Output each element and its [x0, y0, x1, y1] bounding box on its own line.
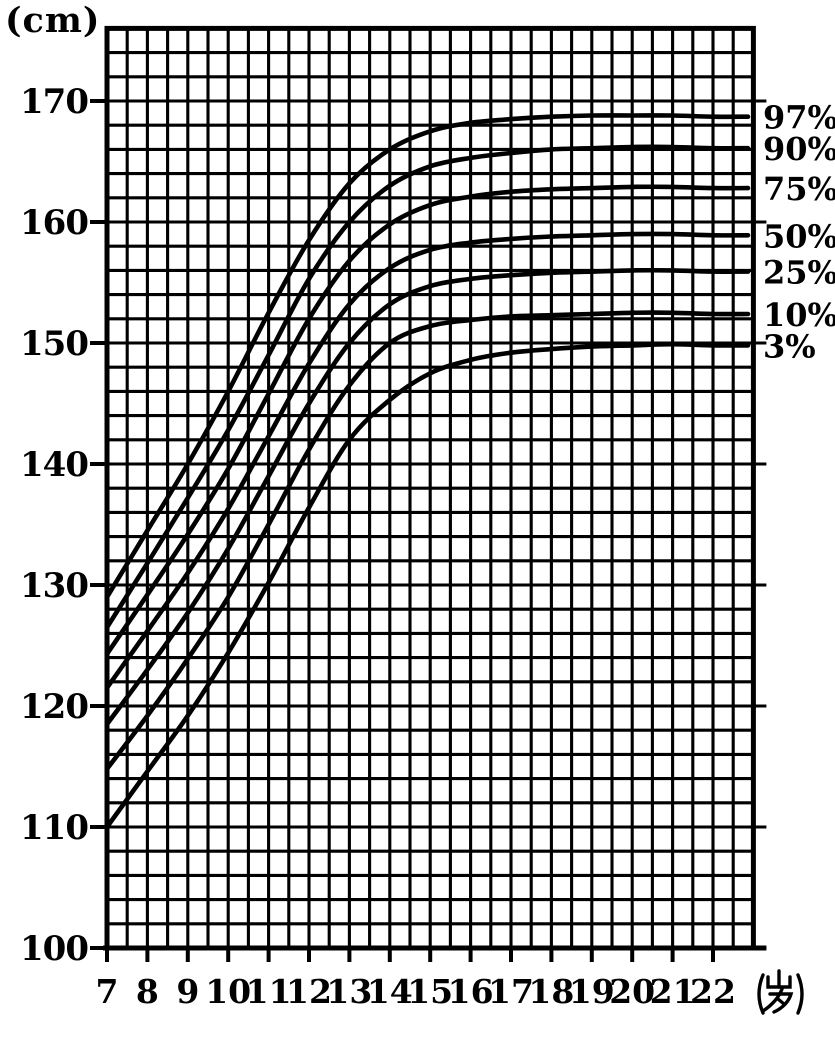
curve-25pct	[104, 267, 751, 727]
axis-ticks	[90, 99, 715, 962]
grid	[90, 26, 767, 950]
curve-label-97pct: 97%	[763, 99, 835, 137]
sui-glyph-stroke	[768, 992, 794, 1014]
x-axis-tick-label: 20	[609, 972, 655, 1011]
paren-close	[796, 973, 804, 1015]
y-axis-unit-label: (cm)	[5, 0, 101, 41]
curve-97pct	[104, 113, 751, 600]
curve-label-50pct: 50%	[763, 217, 835, 255]
sui-glyph-stroke	[761, 987, 784, 1013]
curve-label-90pct: 90%	[763, 130, 835, 168]
curve-10pct	[104, 310, 751, 772]
x-axis-tick-label: 9	[176, 972, 199, 1011]
curve-label-10pct: 10%	[763, 296, 835, 334]
sui-glyph-stroke	[766, 975, 792, 989]
curve-3pct	[104, 341, 751, 830]
percentile-labels: 97%90%75% 50%25% 10%3%	[763, 99, 835, 366]
y-axis-tick-label: 120	[20, 687, 88, 727]
x-axis-tick-label: 14	[367, 972, 413, 1011]
curve-label-3pct: 3%	[763, 327, 816, 365]
x-axis-tick-label: 10	[205, 972, 251, 1011]
x-axis-tick-label: 13	[326, 972, 372, 1011]
y-axis-tick-label: 150	[20, 324, 88, 364]
x-axis-tick-label: 8	[136, 972, 159, 1011]
x-axis-unit-label	[757, 969, 804, 1015]
percentile-curves	[104, 113, 751, 830]
curve-50pct	[104, 231, 751, 691]
curve-label-25pct: 25%	[763, 254, 835, 292]
x-axis-tick-label: 19	[569, 972, 615, 1011]
y-axis-tick-label: 170	[20, 82, 88, 122]
x-axis-tick-label: 22	[690, 972, 736, 1011]
curve-90pct	[104, 144, 751, 630]
curve-label-75pct: 75%	[763, 170, 835, 208]
x-axis-tick-label: 21	[650, 972, 696, 1011]
x-axis-tick-label: 7	[96, 972, 119, 1011]
y-axis-tick-label: 100	[20, 929, 88, 969]
y-axis-tick-label: 130	[20, 566, 88, 606]
y-axis-tick-label: 140	[20, 445, 88, 485]
x-axis-tick-label: 18	[528, 972, 574, 1011]
x-axis-tick-label: 17	[488, 972, 534, 1011]
x-axis-tick-label: 12	[286, 972, 332, 1011]
x-axis-tick-label: 15	[407, 972, 453, 1011]
paren-open	[757, 973, 765, 1015]
sui-glyph-stroke	[776, 997, 786, 1006]
y-axis-tick-label: 110	[20, 808, 88, 848]
x-axis-tick-label: 16	[448, 972, 494, 1011]
y-axis-tick-label: 160	[20, 203, 88, 243]
x-axis-tick-label: 11	[246, 972, 292, 1011]
curve-75pct	[104, 184, 751, 657]
y-axis-tick-labels: 100 110 120 130 140 150 160 170	[20, 82, 89, 969]
